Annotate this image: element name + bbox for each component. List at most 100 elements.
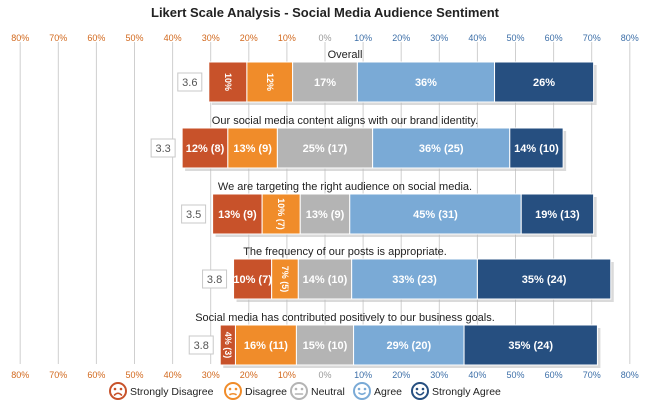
bar-data-label: 13% (9) bbox=[233, 143, 272, 155]
x-tick-label-top: 50% bbox=[506, 33, 524, 43]
top-axis-ticks: 80% 70% 60% 50% 40% 30% 20% 10% 0% 10% 20% 30% 40% 50… bbox=[11, 33, 639, 43]
x-tick-label-bottom: 50% bbox=[125, 370, 143, 380]
row-score: 3.6 bbox=[182, 77, 197, 89]
chart-title: Likert Scale Analysis - Social Media Aud… bbox=[151, 5, 500, 20]
happy-face-icon bbox=[411, 382, 429, 400]
legend-item: Strongly Agree bbox=[411, 382, 501, 400]
x-tick-label-bottom: 60% bbox=[545, 370, 563, 380]
bar-data-label: 25% (17) bbox=[303, 143, 348, 155]
x-tick-label-bottom: 0% bbox=[318, 370, 331, 380]
row-question: Social media has contributed positively … bbox=[195, 312, 495, 324]
bar-data-label: 15% (10) bbox=[303, 340, 348, 352]
x-tick-label-bottom: 60% bbox=[87, 370, 105, 380]
row-question: Overall bbox=[328, 49, 363, 61]
legend-item: Agree bbox=[353, 382, 402, 400]
bar-segment-strongly-agree bbox=[476, 258, 612, 300]
bar-data-label: 10% bbox=[223, 73, 233, 91]
x-tick-label-top: 50% bbox=[125, 33, 143, 43]
x-tick-label-bottom: 30% bbox=[430, 370, 448, 380]
x-tick-label-top: 40% bbox=[468, 33, 486, 43]
bar-data-label: 29% (20) bbox=[386, 340, 431, 352]
bar-data-label: 14% (10) bbox=[303, 274, 348, 286]
bar-data-label: 10% (7) bbox=[233, 274, 272, 286]
smile-face-icon bbox=[353, 382, 371, 400]
bar-data-label: 13% (9) bbox=[218, 209, 257, 221]
bar-data-label: 19% (13) bbox=[535, 209, 580, 221]
bar-segment-disagree bbox=[234, 324, 297, 366]
legend-label: Strongly Agree bbox=[432, 386, 501, 398]
x-tick-label-top: 20% bbox=[240, 33, 258, 43]
bottom-axis-ticks: 80% 70% 60% 50% 40% 30% 20% 10% 0% 10% 20% 30% 40% 50… bbox=[11, 370, 639, 380]
x-tick-label-top: 70% bbox=[583, 33, 601, 43]
legend-label: Agree bbox=[374, 386, 402, 398]
bar-data-label: 45% (31) bbox=[413, 209, 458, 221]
bar-data-label: 17% bbox=[314, 77, 336, 89]
likert-row: Social media has contributed positively … bbox=[188, 312, 601, 368]
score-box bbox=[150, 138, 176, 158]
x-tick-label-bottom: 20% bbox=[392, 370, 410, 380]
bar-data-label: 16% (11) bbox=[244, 340, 288, 352]
legend-label: Disagree bbox=[245, 386, 287, 398]
row-score: 3.8 bbox=[207, 274, 222, 286]
bar-data-label: 33% (23) bbox=[392, 274, 437, 286]
x-tick-label-bottom: 80% bbox=[11, 370, 29, 380]
chart-rows: Overall 10% 12% 17% 36% 26% 3.6 Our social medi… bbox=[150, 49, 614, 368]
row-question: We are targeting the right audience on s… bbox=[218, 181, 472, 193]
x-tick-label-bottom: 10% bbox=[278, 370, 296, 380]
bar-segment-strongly-disagree bbox=[181, 127, 229, 169]
bar-segment-strongly-disagree bbox=[233, 258, 273, 300]
x-tick-label-top: 10% bbox=[278, 33, 296, 43]
score-box bbox=[188, 335, 214, 355]
bar-segment-strongly-disagree bbox=[212, 193, 263, 235]
x-tick-label-bottom: 20% bbox=[240, 370, 258, 380]
bar-segment-neutral bbox=[295, 324, 355, 366]
x-tick-label-top: 10% bbox=[354, 33, 372, 43]
x-tick-label-top: 80% bbox=[11, 33, 29, 43]
score-box bbox=[202, 269, 228, 289]
likert-row: Our social media content aligns with our… bbox=[150, 115, 567, 171]
likert-row: The frequency of our posts is appropriat… bbox=[202, 246, 614, 302]
legend-item: Strongly Disagree bbox=[109, 382, 214, 400]
bar-segment-strongly-agree bbox=[520, 193, 595, 235]
bar-data-label: 12% bbox=[265, 73, 275, 91]
x-tick-label-top: 30% bbox=[202, 33, 220, 43]
x-tick-label-bottom: 40% bbox=[468, 370, 486, 380]
bar-segment-strongly-agree bbox=[509, 127, 564, 169]
bar-segment-disagree bbox=[227, 127, 278, 169]
bar-data-label: 36% (25) bbox=[419, 143, 464, 155]
x-tick-label-top: 30% bbox=[430, 33, 448, 43]
bar-segment-agree bbox=[353, 324, 465, 366]
sad-face-icon bbox=[109, 382, 127, 400]
legend-label: Strongly Disagree bbox=[130, 386, 214, 398]
row-score: 3.3 bbox=[155, 143, 170, 155]
row-question: Our social media content aligns with our… bbox=[212, 115, 478, 127]
bar-segment-strongly-disagree bbox=[208, 61, 248, 103]
bar-data-label: 36% bbox=[415, 77, 437, 89]
x-tick-label-top: 60% bbox=[545, 33, 563, 43]
slightly-sad-face-icon bbox=[224, 382, 242, 400]
x-tick-label-bottom: 80% bbox=[621, 370, 639, 380]
row-question: The frequency of our posts is appropriat… bbox=[243, 246, 447, 258]
x-tick-label-bottom: 70% bbox=[583, 370, 601, 380]
bar-data-label: 14% (10) bbox=[514, 143, 559, 155]
bar-segment-neutral bbox=[276, 127, 374, 169]
bar-data-label: 26% bbox=[533, 77, 555, 89]
legend-label: Neutral bbox=[311, 386, 345, 398]
bar-segment-strongly-agree bbox=[463, 324, 598, 366]
x-tick-label-bottom: 10% bbox=[354, 370, 372, 380]
x-tick-label-top: 80% bbox=[621, 33, 639, 43]
bar-segment-disagree bbox=[246, 61, 294, 103]
bar-data-label: 7% (5) bbox=[280, 266, 290, 293]
score-box bbox=[177, 72, 203, 92]
bar-segment-neutral bbox=[292, 61, 358, 103]
x-tick-label-bottom: 70% bbox=[49, 370, 67, 380]
bar-segment-strongly-agree bbox=[494, 61, 595, 103]
legend-item: Neutral bbox=[290, 382, 345, 400]
legend-item: Disagree bbox=[224, 382, 287, 400]
x-tick-label-top: 70% bbox=[49, 33, 67, 43]
bar-data-label: 4% (3) bbox=[223, 332, 233, 359]
row-score: 3.8 bbox=[194, 340, 209, 352]
bar-data-label: 10% (7) bbox=[276, 198, 286, 230]
